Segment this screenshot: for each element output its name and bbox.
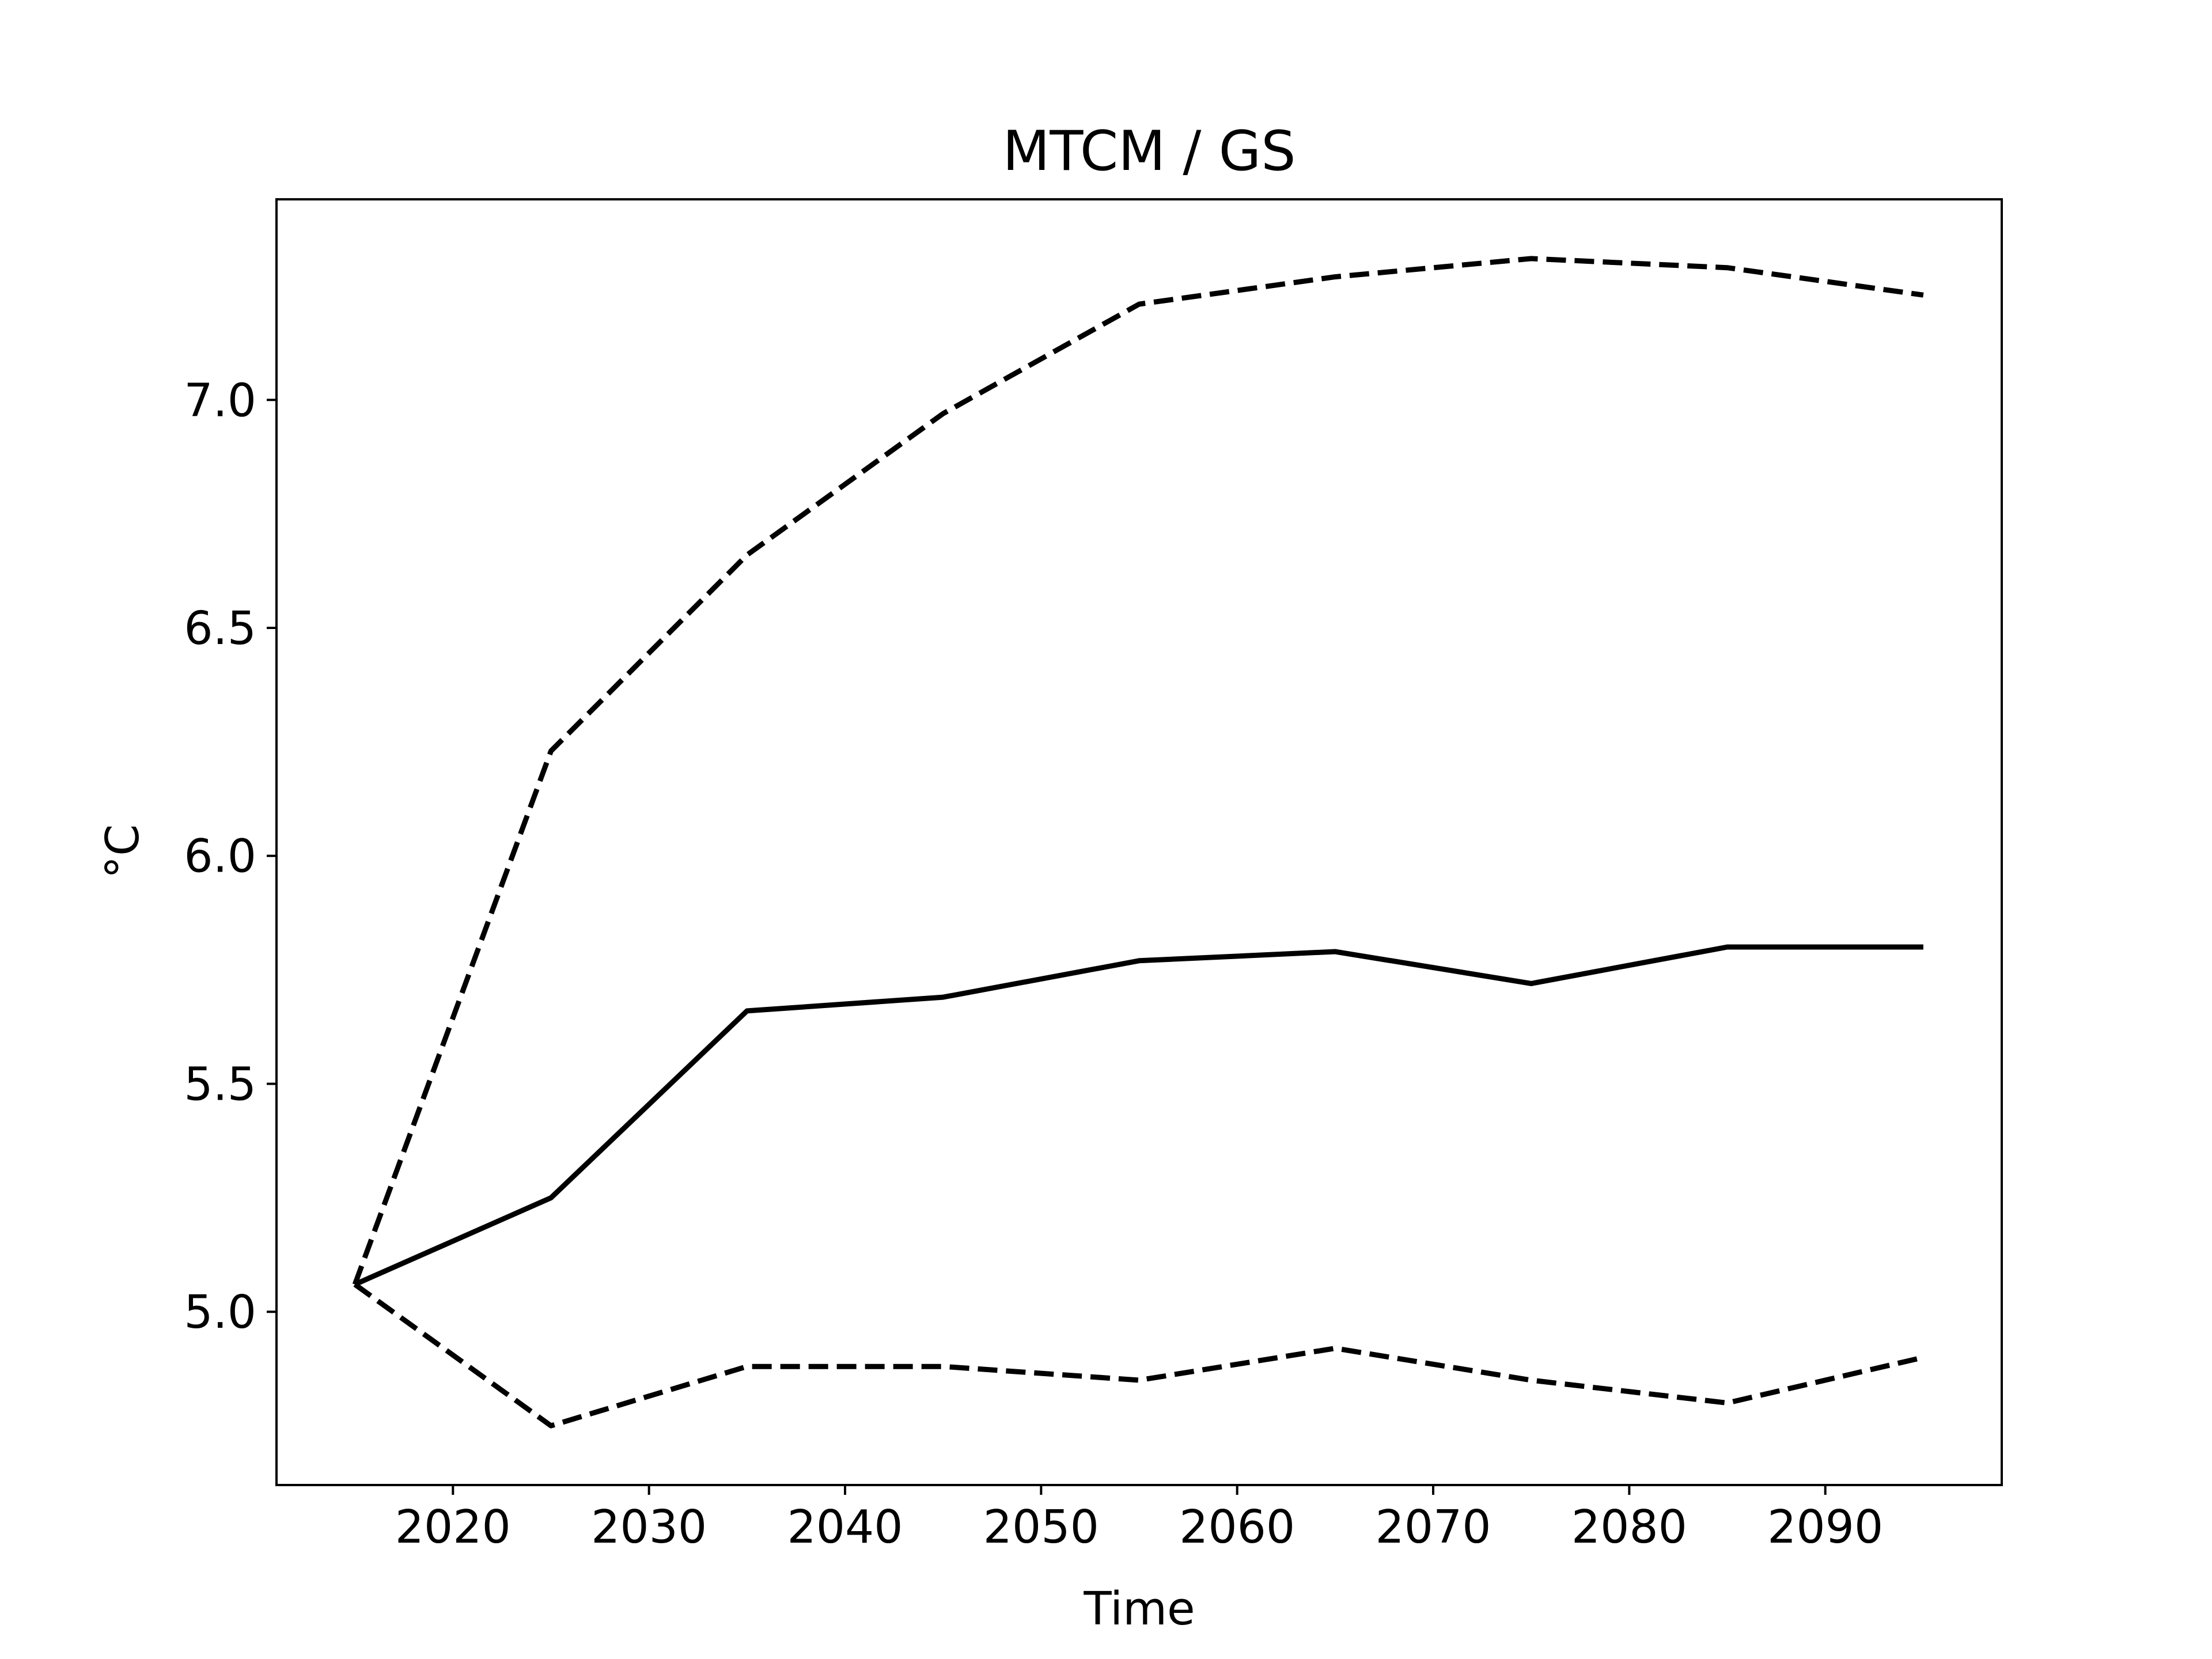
x-tick-label-2030: 2030 xyxy=(591,1501,707,1554)
series-line-1-dashed xyxy=(352,256,1924,1286)
y-tick-label-6.0: 6.0 xyxy=(184,830,256,883)
series-line-3-dashed xyxy=(353,1282,1924,1429)
plot-area-frame xyxy=(275,198,2003,1486)
x-tick-label-2070: 2070 xyxy=(1375,1501,1491,1554)
x-axis-label: Time xyxy=(1083,1582,1195,1635)
y-tick-label-7.0: 7.0 xyxy=(184,374,256,427)
y-tick-label-5.0: 5.0 xyxy=(184,1286,256,1339)
x-tick-label-2020: 2020 xyxy=(395,1501,511,1554)
x-tick-label-2060: 2060 xyxy=(1179,1501,1295,1554)
chart-title: MTCM / GS xyxy=(1002,120,1296,183)
x-tick-label-2080: 2080 xyxy=(1571,1501,1687,1554)
x-tick-label-2090: 2090 xyxy=(1767,1501,1883,1554)
series-line-2-solid xyxy=(354,944,1923,1287)
series-layer xyxy=(352,256,1924,1429)
y-tick-label-6.5: 6.5 xyxy=(184,602,256,655)
y-tick-label-5.5: 5.5 xyxy=(184,1058,256,1111)
x-tick-label-2050: 2050 xyxy=(983,1501,1099,1554)
y-axis: 5.0 5.5 6.0 6.5 7.0 xyxy=(184,374,276,1339)
x-axis: 2020 2030 2040 2050 2060 2070 2080 2090 xyxy=(395,1485,1883,1554)
y-axis-label: °C xyxy=(96,824,149,879)
x-tick-label-2040: 2040 xyxy=(787,1501,903,1554)
